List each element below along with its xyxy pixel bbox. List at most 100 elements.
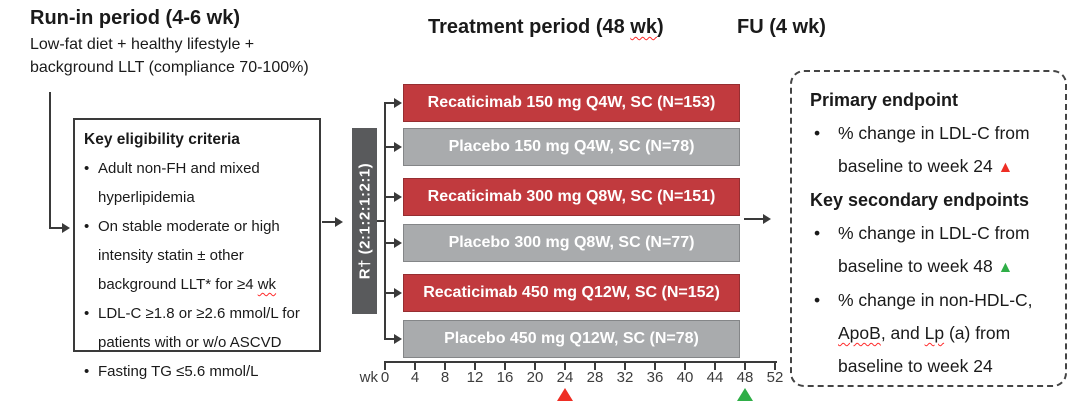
axis-tick-label: 36 <box>646 369 664 386</box>
axis-tick <box>774 361 776 370</box>
bullet-continuation-line: intensity statin ± other <box>98 247 244 264</box>
axis-tick-label: 20 <box>526 369 544 386</box>
bullet-line: •% change in LDL-C from <box>810 117 1053 150</box>
randomization-bar: R† (2:1:2:1:2:1) <box>352 128 377 314</box>
bullet-dot: • <box>84 218 90 235</box>
axis-line <box>384 361 777 363</box>
axis-tick <box>534 361 536 370</box>
axis-tick-label: 4 <box>410 369 420 386</box>
arm-connector-line <box>384 196 395 198</box>
primary-endpoint-list: •% change in LDL-C from baseline to week … <box>810 117 1053 184</box>
run-in-description: Low-fat diet + healthy lifestyle + backg… <box>30 33 309 79</box>
axis-tick-label: 32 <box>616 369 634 386</box>
endpoints-panel: Primary endpoint •% change in LDL-C from… <box>790 70 1067 387</box>
treatment-arm-recaticimab-bar: Recaticimab 300 mg Q8W, SC (N=151) <box>403 178 740 216</box>
bullet-line: •% change in non-HDL-C, <box>810 284 1053 317</box>
randomization-ratio-label: R† (2:1:2:1:2:1) <box>356 162 373 280</box>
axis-tick <box>654 361 656 370</box>
treatment-arm-recaticimab-bar: Recaticimab 150 mg Q4W, SC (N=153) <box>403 84 740 122</box>
axis-tick <box>744 361 746 370</box>
bullet-continuation-line: ApoB, and Lp (a) from <box>838 323 1011 343</box>
runin-to-eligibility-arrow-horizontal <box>49 227 63 229</box>
bullet-line: • Fasting TG ≤5.6 mmol/L <box>84 357 313 386</box>
primary-endpoint-title: Primary endpoint <box>810 90 959 110</box>
arm-connector-line <box>384 102 395 104</box>
axis-tick-label: 0 <box>380 369 390 386</box>
axis-tick-label: 40 <box>676 369 694 386</box>
arms-to-endpoints-arrowhead <box>763 214 771 224</box>
bullet-continuation-line: patients with or w/o ASCVD <box>98 334 282 351</box>
bullet-dot: • <box>814 290 821 310</box>
arm-connector-arrowhead <box>394 288 402 298</box>
bullet-line: • Adult non-FH and mixed <box>84 154 313 183</box>
run-in-description-line: Low-fat diet + healthy lifestyle + <box>30 36 255 53</box>
axis-tick-label: 52 <box>766 369 784 386</box>
axis-tick-label: 48 <box>736 369 754 386</box>
treatment-arm-recaticimab-bar: Recaticimab 450 mg Q12W, SC (N=152) <box>403 274 740 312</box>
axis-tick <box>414 361 416 370</box>
axis-tick <box>384 361 386 370</box>
randomization-branch-line <box>384 102 386 340</box>
axis-tick <box>564 361 566 370</box>
bullet-line: • LDL-C ≥1.8 or ≥2.6 mmol/L for <box>84 299 313 328</box>
arm-connector-line <box>384 242 395 244</box>
axis-tick-label: 12 <box>466 369 484 386</box>
axis-tick-label: 28 <box>586 369 604 386</box>
eligibility-criteria-box: Key eligibility criteria • Adult non-FH a… <box>73 118 321 380</box>
runin-to-eligibility-arrow-vertical <box>49 92 51 229</box>
triangle-marker-icon: ▲ <box>997 159 1014 176</box>
treatment-arm-placebo-bar: Placebo 450 mg Q12W, SC (N=78) <box>403 320 740 358</box>
axis-tick-label: 8 <box>440 369 450 386</box>
bullet-dot: • <box>814 123 821 143</box>
secondary-endpoints-list: •% change in LDL-C from baseline to week … <box>810 217 1053 383</box>
axis-tick-label: 44 <box>706 369 724 386</box>
secondary-endpoints-title: Key secondary endpoints <box>810 190 1030 210</box>
eligibility-criteria-list: • Adult non-FH and mixed hyperlipidemia • On… <box>84 154 313 386</box>
arm-connector-arrowhead <box>394 334 402 344</box>
bullet-dot: • <box>814 223 821 243</box>
bullet-line: •% change in LDL-C from <box>810 217 1053 250</box>
axis-tick <box>624 361 626 370</box>
arm-connector-line <box>384 146 395 148</box>
axis-tick <box>594 361 596 370</box>
treatment-period-header: Treatment period (48 wk) <box>428 16 664 38</box>
arm-connector-line <box>384 292 395 294</box>
bullet-continuation-line: hyperlipidemia <box>98 189 195 206</box>
bullet-continuation-line: baseline to week 24 ▲ <box>838 156 1014 176</box>
treatment-arm-placebo-bar: Placebo 300 mg Q8W, SC (N=77) <box>403 224 740 262</box>
bullet-continuation-line: baseline to week 48 ▲ <box>838 256 1014 276</box>
axis-tick <box>444 361 446 370</box>
axis-unit-label: wk <box>359 369 378 386</box>
axis-tick <box>714 361 716 370</box>
treatment-arm-placebo-bar: Placebo 150 mg Q4W, SC (N=78) <box>403 128 740 166</box>
arm-connector-arrowhead <box>394 98 402 108</box>
week-24-primary-marker-triangle-icon <box>557 388 573 401</box>
axis-tick-label: 24 <box>556 369 574 386</box>
eligibility-to-randomization-arrowhead <box>335 217 343 227</box>
axis-tick-label: 16 <box>496 369 514 386</box>
runin-to-eligibility-arrowhead <box>62 223 70 233</box>
bullet-dot: • <box>84 160 90 177</box>
bullet-continuation-line: background LLT* for ≥4 wk <box>98 276 277 293</box>
run-in-period-header: Run-in period (4-6 wk) <box>30 7 240 29</box>
eligibility-criteria-title: Key eligibility criteria <box>84 131 240 148</box>
follow-up-header: FU (4 wk) <box>737 16 826 38</box>
arm-connector-arrowhead <box>394 192 402 202</box>
bullet-line: • On stable moderate or high <box>84 212 313 241</box>
axis-tick <box>474 361 476 370</box>
arms-to-endpoints-arrow <box>744 218 764 220</box>
axis-tick <box>504 361 506 370</box>
bullet-continuation-line: baseline to week 24 <box>838 356 993 376</box>
eligibility-to-randomization-arrow <box>322 221 336 223</box>
arm-connector-arrowhead <box>394 238 402 248</box>
arm-connector-arrowhead <box>394 142 402 152</box>
triangle-marker-icon: ▲ <box>997 259 1014 276</box>
randomization-trunk-connector <box>377 220 385 222</box>
run-in-description-line: background LLT (compliance 70-100%) <box>30 59 309 76</box>
week-48-secondary-marker-triangle-icon <box>737 388 753 401</box>
arm-connector-line <box>384 338 395 340</box>
axis-tick <box>684 361 686 370</box>
bullet-dot: • <box>84 305 90 322</box>
bullet-dot: • <box>84 363 90 380</box>
